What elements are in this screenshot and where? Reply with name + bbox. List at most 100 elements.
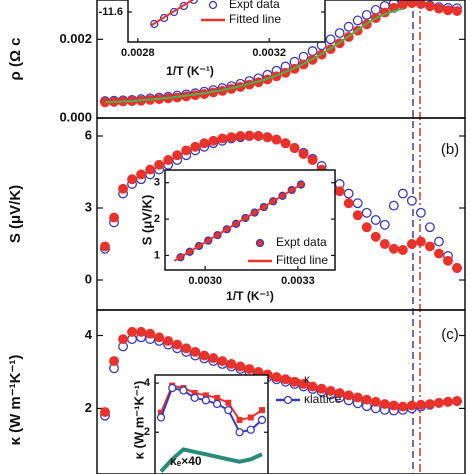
series-line xyxy=(150,0,195,27)
data-point xyxy=(334,186,345,197)
data-point xyxy=(214,394,221,401)
y-tick-label: 4 xyxy=(85,327,93,342)
series-line xyxy=(104,7,404,104)
data-point xyxy=(397,188,408,199)
data-point xyxy=(388,200,399,211)
data-point xyxy=(352,392,363,403)
y-tick-label: 6 xyxy=(85,127,92,142)
series-line xyxy=(160,386,263,434)
data-point xyxy=(235,361,246,372)
data-point xyxy=(247,414,254,421)
data-point xyxy=(100,407,110,417)
data-point xyxy=(343,390,354,401)
data-point xyxy=(172,150,183,161)
data-point xyxy=(217,133,228,144)
data-point xyxy=(388,243,399,254)
data-point xyxy=(163,336,174,346)
data-point xyxy=(397,0,408,10)
data-point xyxy=(397,245,408,255)
data-point xyxy=(127,326,138,337)
data-point xyxy=(343,21,354,32)
legend-label: Expt data xyxy=(276,235,327,249)
data-point xyxy=(443,255,453,266)
data-point xyxy=(415,236,426,247)
panel-label: (b) xyxy=(441,141,459,158)
data-point xyxy=(433,397,444,408)
data-point xyxy=(244,130,255,141)
data-point xyxy=(280,138,291,149)
data-point xyxy=(163,155,174,165)
data-point xyxy=(406,195,417,206)
data-point xyxy=(100,241,110,252)
data-point xyxy=(443,396,453,407)
y-tick-label: 2 xyxy=(154,213,160,225)
data-point xyxy=(154,332,165,343)
data-point xyxy=(343,188,354,199)
data-point xyxy=(190,346,201,357)
data-point xyxy=(217,356,228,366)
data-point xyxy=(452,6,462,16)
data-point xyxy=(208,135,219,146)
data-point xyxy=(145,328,156,339)
data-point xyxy=(307,46,318,57)
data-point xyxy=(289,143,300,153)
data-point xyxy=(352,198,363,209)
data-point xyxy=(172,339,183,350)
plot-frame xyxy=(154,374,269,474)
data-point xyxy=(212,399,222,409)
y-axis-label: κ (W m⁻¹K⁻¹) xyxy=(131,381,146,460)
data-point xyxy=(352,210,363,221)
data-point xyxy=(244,364,255,374)
y-tick-label: 0 xyxy=(85,271,92,286)
data-point xyxy=(361,9,372,20)
data-point xyxy=(433,3,444,14)
legend-label: Fitted line xyxy=(276,253,328,267)
data-point xyxy=(199,138,210,149)
data-point xyxy=(415,0,426,9)
data-point xyxy=(235,428,244,437)
data-point xyxy=(253,131,264,141)
y-axis-label: ρ (Ω c xyxy=(7,38,24,81)
data-point xyxy=(199,350,210,361)
x-tick-label: 0.0028 xyxy=(121,47,155,59)
data-point xyxy=(406,0,417,9)
y-tick-label: 3 xyxy=(154,177,160,189)
data-point xyxy=(316,383,327,394)
data-point xyxy=(226,358,237,369)
y-tick-label: 0.002 xyxy=(59,31,92,46)
data-point xyxy=(325,34,336,45)
data-point xyxy=(307,155,318,165)
y-tick-label: -11.6 xyxy=(99,6,123,18)
legend-label: κ xyxy=(304,372,311,386)
data-point xyxy=(190,393,199,402)
data-point xyxy=(415,399,426,410)
data-point xyxy=(452,263,462,273)
y-tick-label: 3 xyxy=(85,199,92,214)
data-point xyxy=(443,5,453,16)
data-point xyxy=(226,132,237,143)
data-point xyxy=(433,236,444,247)
data-point xyxy=(191,389,198,396)
data-point xyxy=(307,381,318,392)
data-point xyxy=(352,15,363,26)
data-point xyxy=(379,239,390,249)
data-point xyxy=(271,134,282,145)
legend-marker xyxy=(285,377,291,383)
data-point xyxy=(118,334,129,345)
data-point xyxy=(361,207,372,218)
plot-frame xyxy=(164,169,336,271)
data-point xyxy=(388,400,399,411)
data-point xyxy=(262,132,273,143)
x-axis-label: 1/T (K⁻¹) xyxy=(166,64,214,78)
y-tick-label: 4 xyxy=(144,377,151,389)
x-axis-label: 1/T (K⁻¹) xyxy=(226,289,274,303)
legend-marker xyxy=(255,238,265,248)
data-point xyxy=(406,400,417,411)
x-tick-label: 0.0033 xyxy=(281,275,315,287)
data-point xyxy=(201,396,211,405)
series-line xyxy=(160,384,263,422)
data-point xyxy=(136,326,147,337)
data-point xyxy=(370,396,381,407)
legend-label: Expt data xyxy=(229,0,280,11)
